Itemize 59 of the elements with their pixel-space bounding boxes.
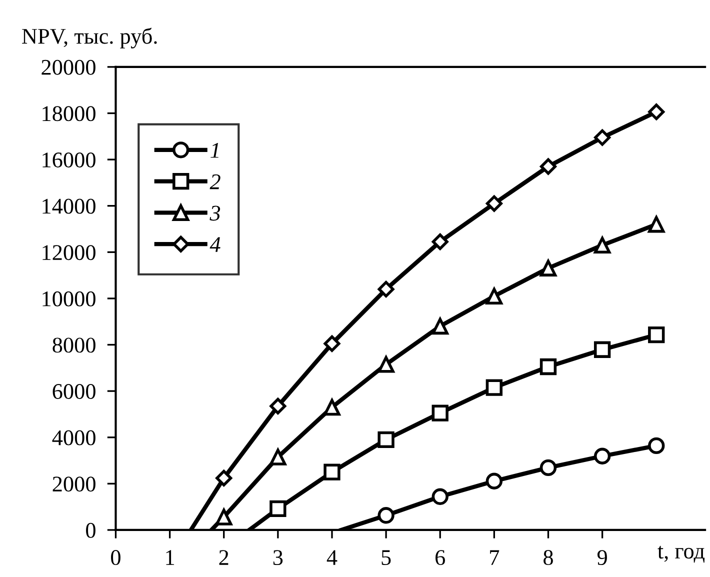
point <box>486 288 503 304</box>
point <box>432 488 448 505</box>
point <box>216 470 232 486</box>
y-tick-label: 8000 <box>52 338 96 353</box>
x-tick-label: 3 <box>273 550 283 566</box>
point <box>648 216 665 233</box>
point <box>270 500 286 518</box>
point <box>378 431 394 448</box>
x-tick-label: 4 <box>326 550 338 565</box>
point <box>540 358 557 376</box>
point <box>324 464 340 480</box>
y-tick-label: 20000 <box>42 60 96 75</box>
point <box>432 404 448 422</box>
x-tick-label: 6 <box>436 550 446 566</box>
point <box>648 326 665 344</box>
legend-label: 2 <box>210 174 220 190</box>
point <box>378 507 394 524</box>
x-tick-label: 5 <box>382 550 391 566</box>
point <box>540 158 557 175</box>
point <box>594 341 611 358</box>
y-tick-label: 18000 <box>42 106 96 122</box>
x-tick-label: 0 <box>111 550 120 566</box>
x-tick-label: 1 <box>166 550 174 565</box>
legend-label: 4 <box>210 237 220 252</box>
point <box>486 379 503 396</box>
y-tick-label: 6000 <box>52 384 96 399</box>
point <box>486 472 503 490</box>
y-tick-label: 10000 <box>42 291 96 306</box>
point <box>594 129 611 146</box>
x-axis-title: t, год <box>658 546 705 563</box>
point <box>216 508 232 526</box>
point <box>594 236 611 254</box>
y-tick-label: 2000 <box>52 476 96 492</box>
point <box>324 398 340 416</box>
x-tick-label: 7 <box>490 550 500 565</box>
point <box>540 260 557 276</box>
x-tick-label: 2 <box>219 550 228 565</box>
point <box>378 280 394 298</box>
x-tick-label: 9 <box>597 550 607 566</box>
legend-label: 3 <box>210 206 220 221</box>
y-tick-label: 16000 <box>42 152 96 168</box>
point <box>648 437 665 454</box>
point <box>594 448 611 464</box>
legend-label: 1 <box>210 143 218 158</box>
point <box>648 104 665 120</box>
point <box>378 356 394 373</box>
y-axis-title: NPV, тыс. руб. <box>22 28 157 48</box>
point <box>324 335 340 352</box>
point <box>270 448 286 466</box>
y-tick-label: 12000 <box>42 245 96 260</box>
y-tick-label: 4000 <box>52 430 96 446</box>
point <box>432 318 448 335</box>
x-tick-label: 8 <box>544 550 553 566</box>
point <box>270 398 286 414</box>
y-tick-label: 14000 <box>42 198 96 214</box>
point <box>486 195 502 212</box>
point <box>540 459 557 476</box>
y-tick-label: 0 <box>86 522 96 538</box>
point <box>432 233 448 250</box>
